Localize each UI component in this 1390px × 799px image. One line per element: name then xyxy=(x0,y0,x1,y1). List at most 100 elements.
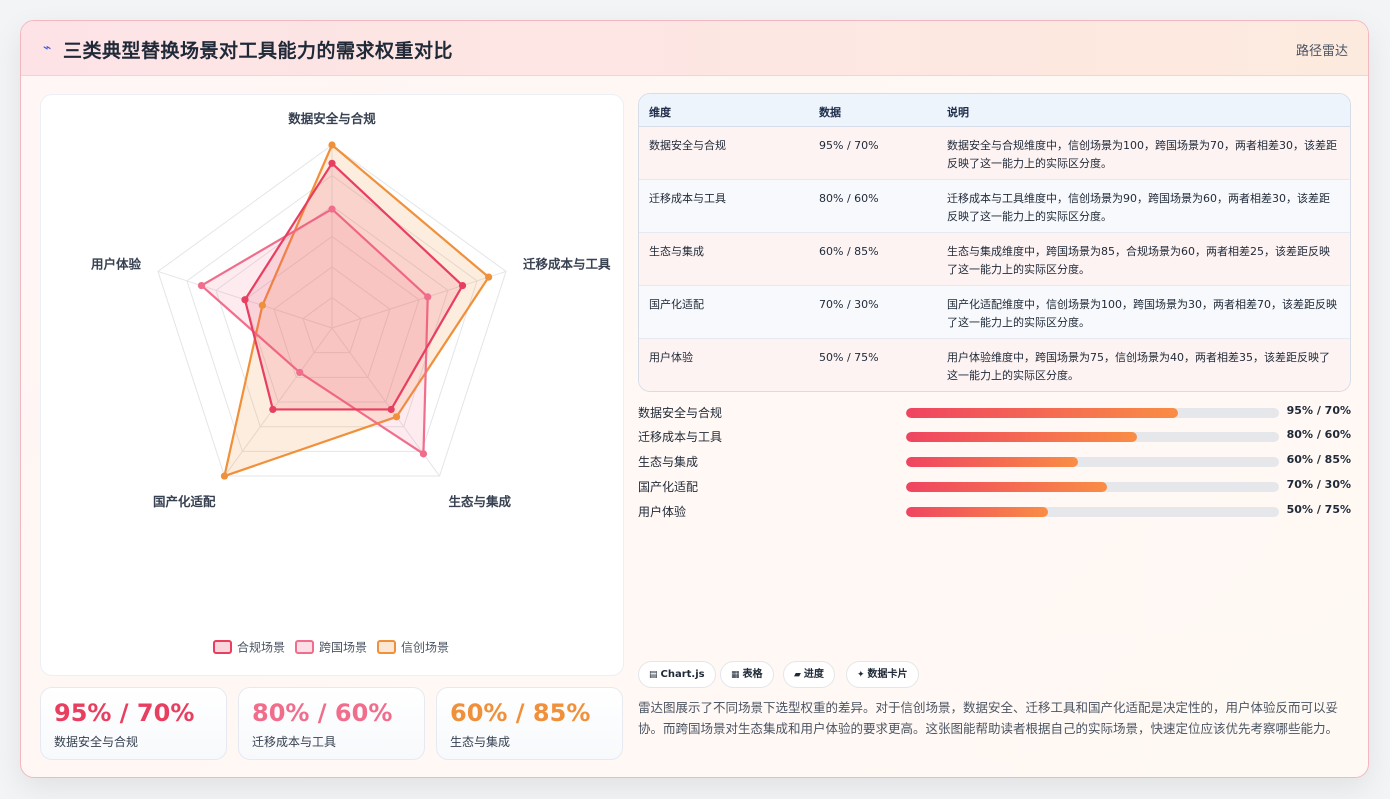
progress-fill xyxy=(906,432,1138,442)
progress-value: 50% / 75% xyxy=(1286,503,1351,516)
radar-point xyxy=(419,450,428,458)
progress-value: 60% / 85% xyxy=(1286,453,1351,466)
progress-fill xyxy=(906,457,1078,467)
progress-fill xyxy=(906,507,1048,517)
radar-series-area xyxy=(200,207,429,455)
legend-swatch xyxy=(377,640,396,654)
table-row: 迁移成本与工具 80% / 60% 迁移成本与工具维度中，信创场景为90，跨国场… xyxy=(639,180,1350,233)
legend-label: 信创场景 xyxy=(401,641,449,655)
cell-data: 80% / 60% xyxy=(819,192,879,205)
cell-note: 国产化适配维度中，信创场景为100，跨国场景为30，两者相差70，该差距反映了这… xyxy=(947,298,1337,329)
cell-dimension: 生态与集成 xyxy=(649,245,704,258)
radar-axis-label: 国产化适配 xyxy=(153,494,216,509)
progress-label: 生态与集成 xyxy=(638,455,699,469)
cell-note: 生态与集成维度中，跨国场景为85，合规场景为60，两者相差25，该差距反映了这一… xyxy=(947,245,1330,276)
chip-chartjs[interactable]: ▤ Chart.js xyxy=(638,661,716,688)
radar-axis-label: 生态与集成 xyxy=(448,494,511,509)
progress-label: 国产化适配 xyxy=(638,480,699,494)
table-row: 数据安全与合规 95% / 70% 数据安全与合规维度中，信创场景为100，跨国… xyxy=(639,127,1350,180)
description-text: 雷达图展示了不同场景下选型权重的差异。对于信创场景，数据安全、迁移工具和国产化适… xyxy=(638,700,1339,736)
lightning-icon: ⌁ xyxy=(43,40,52,56)
progress-row: 迁移成本与工具 80% / 60% xyxy=(638,426,1351,446)
stat-card: 60% / 85% 生态与集成 xyxy=(436,687,623,760)
legend-label: 跨国场景 xyxy=(319,641,367,655)
radar-point xyxy=(485,273,493,281)
stat-value: 95% / 70% xyxy=(54,699,195,727)
progress-value: 70% / 30% xyxy=(1286,478,1351,491)
progress-row: 数据安全与合规 95% / 70% xyxy=(638,402,1351,422)
radar-series-area xyxy=(223,143,490,478)
cell-dimension: 用户体验 xyxy=(649,351,693,364)
radar-grid-ring xyxy=(186,174,478,452)
cell-dimension: 数据安全与合规 xyxy=(649,139,726,152)
radar-grid-ring xyxy=(273,266,391,378)
data-table: 维度 数据 说明 数据安全与合规 95% / 70% 数据安全与合规维度中，信创… xyxy=(638,93,1351,392)
radar-series-area xyxy=(243,162,464,411)
radar-point xyxy=(220,472,229,480)
cell-dimension: 国产化适配 xyxy=(649,298,704,311)
radar-spoke xyxy=(331,270,507,329)
radar-axis-label: 数据安全与合规 xyxy=(287,111,376,126)
radar-spoke xyxy=(224,327,333,477)
chip-label: Chart.js xyxy=(660,669,705,680)
stat-value: 60% / 85% xyxy=(450,699,591,727)
stat-card: 80% / 60% 迁移成本与工具 xyxy=(238,687,425,760)
radar-point xyxy=(392,413,401,421)
progress-row: 生态与集成 60% / 85% xyxy=(638,451,1351,471)
stat-label: 数据安全与合规 xyxy=(54,735,139,749)
radar-point xyxy=(387,405,395,414)
progress-track xyxy=(906,482,1279,492)
radar-point xyxy=(328,205,336,213)
progress-track xyxy=(906,507,1279,517)
stat-card: 95% / 70% 数据安全与合规 xyxy=(40,687,227,760)
table-header: 维度 数据 说明 xyxy=(639,94,1350,127)
header-bar: ⌁ 三类典型替换场景对工具能力的需求权重对比 路径雷达 xyxy=(21,21,1368,76)
stat-label: 迁移成本与工具 xyxy=(252,735,337,749)
radar-chart-panel: 数据安全与合规迁移成本与工具生态与集成 国产化适配 用户体验合规场景 跨国场景 信创场景 xyxy=(40,94,624,676)
table-icon: ▦ xyxy=(731,670,740,680)
legend-label: 合规场景 xyxy=(237,640,285,655)
cell-note: 数据安全与合规维度中，信创场景为100，跨国场景为70，两者相差30，该差距反映… xyxy=(947,139,1337,170)
radar-axis-label: 迁移成本与工具 xyxy=(523,257,611,272)
cell-data: 50% / 75% xyxy=(819,351,879,364)
cell-data: 60% / 85% xyxy=(819,245,879,258)
radar-point xyxy=(197,281,206,290)
chip-label: 表格 xyxy=(742,669,763,680)
progress-label: 迁移成本与工具 xyxy=(638,430,723,444)
radar-point xyxy=(328,159,336,167)
table-row: 生态与集成 60% / 85% 生态与集成维度中，跨国场景为85，合规场景为60… xyxy=(639,233,1350,286)
radar-point xyxy=(258,301,266,309)
radar-point xyxy=(241,296,249,304)
progress-track xyxy=(906,432,1279,442)
chip-data-cards[interactable]: ✦ 数据卡片 xyxy=(846,661,919,688)
radar-point xyxy=(458,281,467,290)
radar-grid-ring xyxy=(215,205,449,428)
progress-icon: ▰ xyxy=(794,670,801,680)
header-tag: 路径雷达 xyxy=(1295,44,1348,59)
progress-track xyxy=(906,408,1279,418)
radar-axis-label: 用户体验 xyxy=(90,257,142,272)
chip-progress[interactable]: ▰ 进度 xyxy=(783,661,835,688)
cell-note: 迁移成本与工具维度中，信创场景为90，跨国场景为60，两者相差30，该差距反映了… xyxy=(947,192,1330,223)
cell-note: 用户体验维度中，跨国场景为75，信创场景为40，两者相差35，该差距反映了这一能… xyxy=(947,351,1330,382)
progress-track xyxy=(906,457,1279,467)
radar-point xyxy=(296,368,304,377)
chip-table[interactable]: ▦ 表格 xyxy=(720,661,774,688)
radar-point xyxy=(424,293,432,301)
radar-point xyxy=(269,405,277,414)
chip-label: 数据卡片 xyxy=(867,669,908,680)
column-header-note: 说明 xyxy=(947,106,969,119)
stat-label: 生态与集成 xyxy=(450,735,511,749)
stat-value: 80% / 60% xyxy=(252,699,393,727)
column-header-data: 数据 xyxy=(819,106,841,119)
table-row: 国产化适配 70% / 30% 国产化适配维度中，信创场景为100，跨国场景为3… xyxy=(639,286,1350,339)
progress-fill xyxy=(906,408,1179,418)
radar-point xyxy=(328,141,336,149)
cell-data: 70% / 30% xyxy=(819,298,879,311)
page-title: 三类典型替换场景对工具能力的需求权重对比 xyxy=(63,40,454,62)
cell-data: 95% / 70% xyxy=(819,139,879,152)
cell-dimension: 迁移成本与工具 xyxy=(649,192,726,205)
chip-label: 进度 xyxy=(803,669,824,680)
sparkle-icon: ✦ xyxy=(857,670,865,680)
